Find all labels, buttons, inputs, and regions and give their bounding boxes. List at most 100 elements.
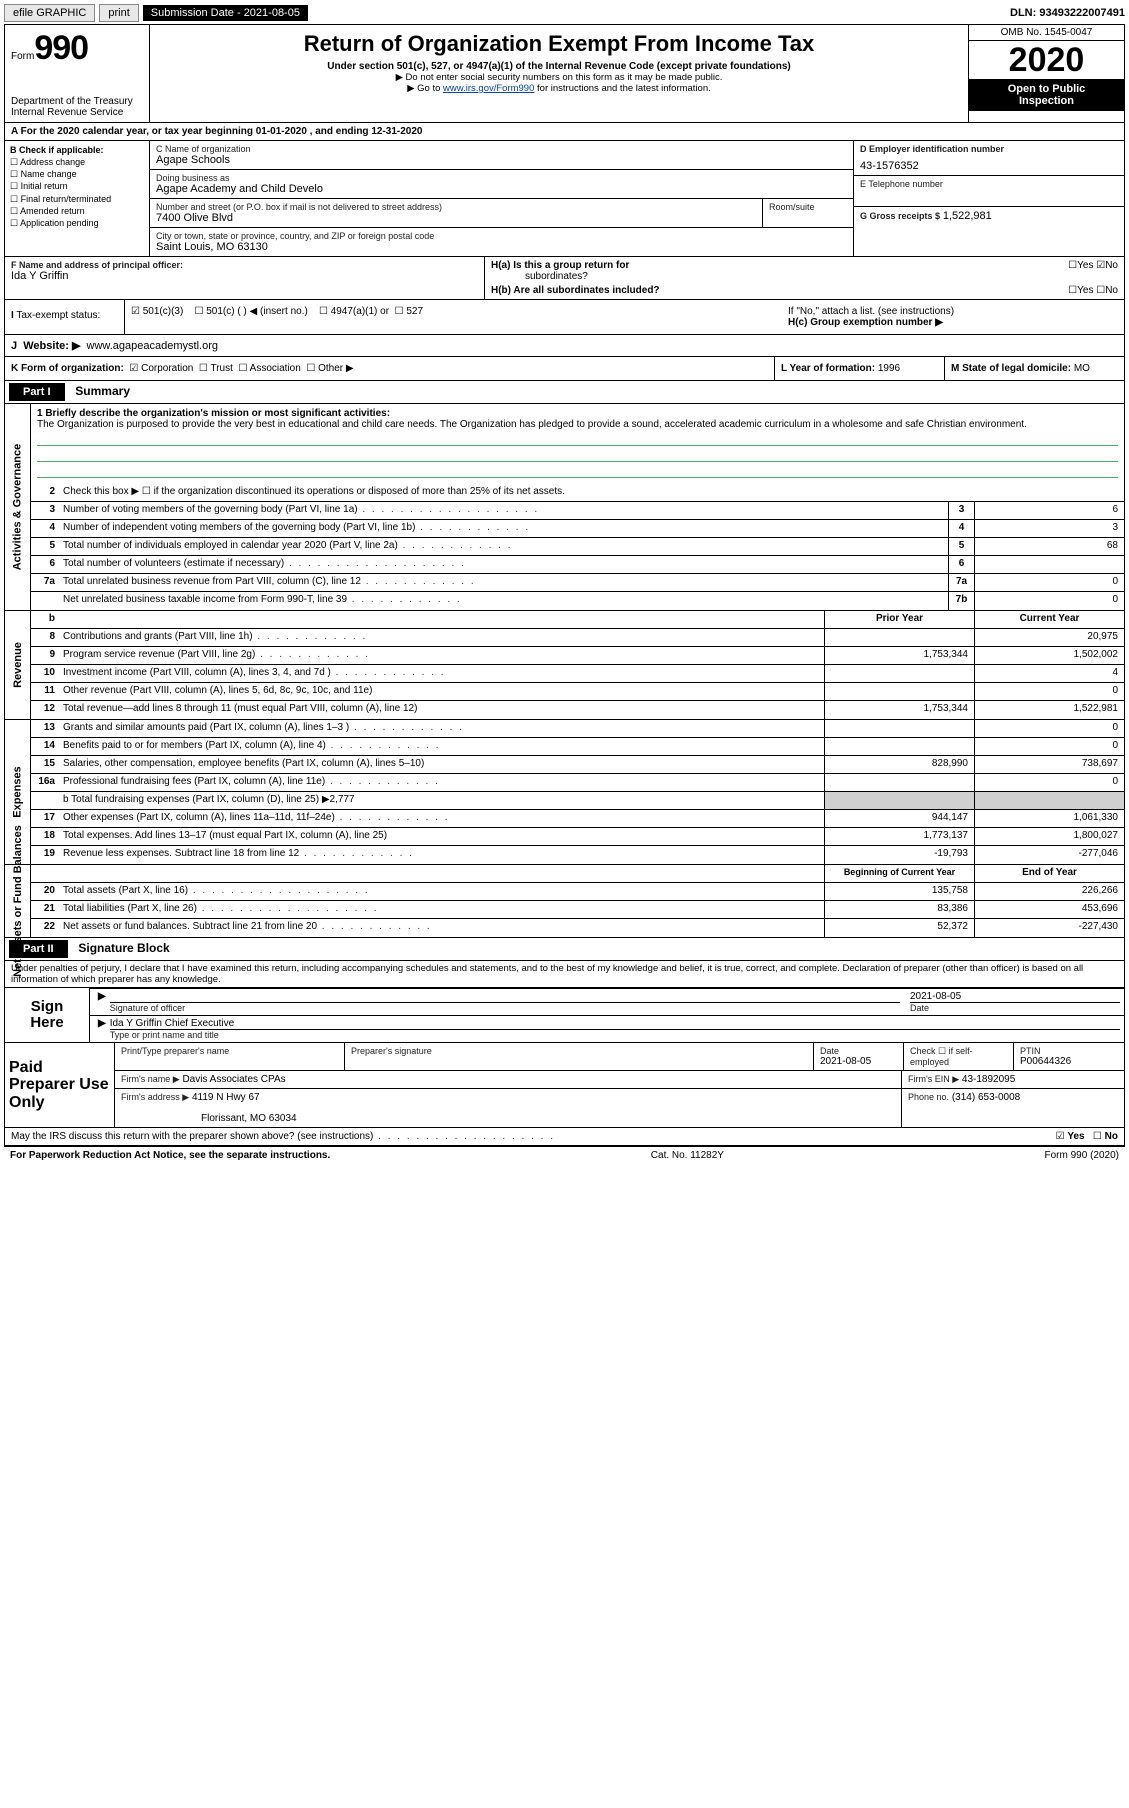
line6-val [974,556,1124,573]
line10-py [824,665,974,682]
line2-text: Check this box ▶ ☐ if the organization d… [59,484,1124,501]
line4-val: 3 [974,520,1124,537]
form-word: Form [11,51,34,62]
firm-phone-label: Phone no. [908,1092,949,1102]
instructions-link[interactable]: www.irs.gov/Form990 [443,83,534,94]
declaration-text: Under penalties of perjury, I declare th… [5,961,1124,987]
blank-line [37,448,1118,462]
line16b-text: b Total fundraising expenses (Part IX, c… [59,792,824,809]
cb-trust[interactable]: ☐ Trust [199,363,233,374]
part1-title: Summary [67,384,130,398]
line5-text: Total number of individuals employed in … [59,538,948,555]
sig-date-label: Date [910,1003,1120,1013]
line22-cy: -227,430 [974,919,1124,937]
vlabel-governance: Activities & Governance [12,444,24,571]
form-id-cell: Form990 Department of the Treasury Inter… [5,25,150,122]
hb-yes[interactable]: ☐Yes [1068,285,1093,296]
line3-text: Number of voting members of the governin… [59,502,948,519]
line20-py: 135,758 [824,883,974,900]
website-label: Website: ▶ [23,340,80,352]
officer-name-title: Ida Y Griffin Chief Executive [110,1018,1120,1030]
line19-text: Revenue less expenses. Subtract line 18 … [59,846,824,864]
m-label: M State of legal domicile: [951,363,1071,374]
line16a-text: Professional fundraising fees (Part IX, … [59,774,824,791]
hb-no[interactable]: ☐No [1096,285,1118,296]
line7a-val: 0 [974,574,1124,591]
line21-text: Total liabilities (Part X, line 26) [59,901,824,918]
ha-no[interactable]: ☑No [1096,260,1118,271]
print-button[interactable]: print [99,4,138,22]
cb-initial[interactable]: ☐ Initial return [10,180,144,192]
pt-name-label: Print/Type preparer's name [121,1046,338,1056]
line22-py: 52,372 [824,919,974,937]
cb-501c3[interactable]: ☑ 501(c)(3) [131,306,183,317]
line11-py [824,683,974,700]
hc-label: H(c) Group exemption number ▶ [788,317,1118,328]
vlabel-expenses: Expenses [12,766,24,817]
arrow-icon: ▶ [94,1018,110,1040]
cb-assoc[interactable]: ☐ Association [238,363,300,374]
line12-text: Total revenue—add lines 8 through 11 (mu… [59,701,824,719]
ha-label: H(a) Is this a group return for [491,260,629,271]
efile-label: efile GRAPHIC [4,4,95,22]
line8-text: Contributions and grants (Part VIII, lin… [59,629,824,646]
firm-addr-label: Firm's address ▶ [121,1092,189,1102]
dln: DLN: 93493222007491 [1010,7,1125,19]
line5-val: 68 [974,538,1124,555]
sig-date: 2021-08-05 [910,991,1120,1003]
ha-sub: subordinates? [491,271,588,282]
blank-line [37,464,1118,478]
cb-final[interactable]: ☐ Final return/terminated [10,193,144,205]
footer-notice: For Paperwork Reduction Act Notice, see … [10,1150,330,1161]
org-name-label: C Name of organization [156,144,847,154]
line17-cy: 1,061,330 [974,810,1124,827]
type-name-label: Type or print name and title [110,1030,1120,1040]
title-sub1: Under section 501(c), 527, or 4947(a)(1)… [156,61,962,72]
cb-527[interactable]: ☐ 527 [395,306,423,317]
firm-phone: (314) 653-0008 [952,1092,1020,1103]
line11-text: Other revenue (Part VIII, column (A), li… [59,683,824,700]
line22-text: Net assets or fund balances. Subtract li… [59,919,824,937]
cb-address[interactable]: ☐ Address change [10,156,144,168]
website-value: www.agapeacademystl.org [87,340,218,352]
checkbox-column: B Check if applicable: ☐ Address change … [5,141,150,256]
cb-other[interactable]: ☐ Other ▶ [306,363,353,374]
city-value: Saint Louis, MO 63130 [156,241,847,253]
dba-label: Doing business as [156,173,847,183]
line12-cy: 1,522,981 [974,701,1124,719]
vlabel-netassets: Net Assets or Fund Balances [12,825,24,977]
cb-corp[interactable]: ☑ Corporation [129,363,193,374]
org-name: Agape Schools [156,154,847,166]
firm-addr1: 4119 N Hwy 67 [192,1092,260,1103]
tax-year-line: A For the 2020 calendar year, or tax yea… [5,123,1124,141]
firm-name: Davis Associates CPAs [182,1074,285,1085]
cb-amended[interactable]: ☐ Amended return [10,205,144,217]
goto-prefix: ▶ Go to [407,83,443,94]
sign-here-label: SignHere [5,988,90,1042]
title-block: Return of Organization Exempt From Incom… [150,25,969,122]
line10-text: Investment income (Part VIII, column (A)… [59,665,824,682]
room-label: Room/suite [769,202,847,212]
line8-py [824,629,974,646]
line13-py [824,720,974,737]
prep-date: 2021-08-05 [820,1056,897,1067]
firm-ein-label: Firm's EIN ▶ [908,1074,959,1084]
mission-text: The Organization is purposed to provide … [37,419,1027,430]
m-value: MO [1074,363,1090,374]
discuss-no[interactable]: ☐ No [1093,1131,1118,1142]
line7b-val: 0 [974,592,1124,610]
ptin-label: PTIN [1020,1046,1118,1056]
mission-label: 1 Briefly describe the organization's mi… [37,408,390,419]
discuss-yes[interactable]: ☑ Yes [1056,1131,1085,1142]
l-value: 1996 [878,363,900,374]
prep-date-label: Date [820,1046,897,1056]
ha-yes[interactable]: ☐Yes [1068,260,1093,271]
cb-4947[interactable]: ☐ 4947(a)(1) or [319,306,389,317]
line9-py: 1,753,344 [824,647,974,664]
dba-value: Agape Academy and Child Develo [156,183,847,195]
officer-label: F Name and address of principal officer: [11,260,478,270]
cb-pending[interactable]: ☐ Application pending [10,217,144,229]
cb-501c[interactable]: ☐ 501(c) ( ) ◀ (insert no.) [194,306,307,317]
cb-name[interactable]: ☐ Name change [10,168,144,180]
line18-py: 1,773,137 [824,828,974,845]
